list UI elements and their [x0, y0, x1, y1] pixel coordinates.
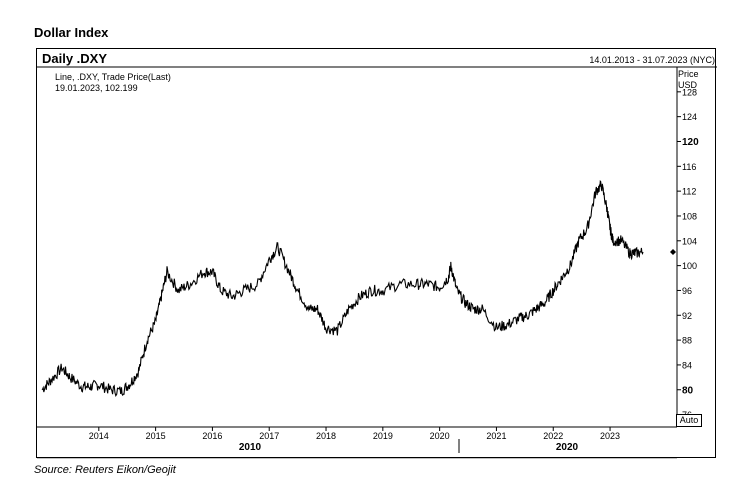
y-tick-label: 116	[682, 162, 696, 172]
auto-scale-button[interactable]: Auto	[676, 414, 702, 427]
x-tick-label: 2017	[259, 431, 279, 441]
series-line-dxy	[41, 179, 644, 398]
x-tick-label: 2021	[486, 431, 506, 441]
axis-unit-price: Price	[678, 69, 699, 79]
y-tick-label: 84	[682, 360, 692, 370]
panel-name: Daily .DXY	[42, 51, 107, 66]
y-tick-label: 96	[682, 286, 692, 296]
source-note: Source: Reuters Eikon/Geojit	[34, 464, 176, 476]
y-tick-label: 104	[682, 236, 697, 246]
chart-panel: Daily .DXY 14.01.2013 - 31.07.2023 (NYC)…	[36, 48, 717, 459]
figure-title: Dollar Index	[34, 25, 109, 40]
y-tick-label: 128	[682, 87, 697, 97]
y-tick-label: 92	[682, 311, 692, 321]
x-tick-label: 2022	[543, 431, 563, 441]
decade-label-2020: 2020	[556, 442, 579, 453]
date-range: 14.01.2013 - 31.07.2023 (NYC)	[589, 55, 715, 65]
x-tick-label: 2020	[430, 431, 450, 441]
y-tick-label: 108	[682, 211, 697, 221]
x-tick-label: 2016	[202, 431, 222, 441]
x-tick-label: 2018	[316, 431, 336, 441]
y-tick-label: 112	[682, 187, 696, 197]
y-tick-label: 88	[682, 336, 692, 346]
x-tick-label: 2015	[146, 431, 166, 441]
decade-label-2010: 2010	[239, 442, 262, 453]
last-value-marker	[670, 248, 676, 255]
legend-line-2: 19.01.2023, 102.199	[55, 83, 138, 93]
y-tick-label: 120	[682, 137, 699, 148]
y-tick-label: 124	[682, 112, 697, 122]
price-chart: Daily .DXY 14.01.2013 - 31.07.2023 (NYC)…	[37, 51, 717, 459]
y-tick-label: 80	[682, 385, 694, 396]
y-tick-label: 100	[682, 261, 697, 271]
legend-line-1: Line, .DXY, Trade Price(Last)	[55, 72, 171, 82]
x-tick-label: 2014	[89, 431, 109, 441]
axis-unit-usd: USD	[678, 80, 698, 90]
x-tick-label: 2019	[373, 431, 393, 441]
x-tick-label: 2023	[600, 431, 620, 441]
